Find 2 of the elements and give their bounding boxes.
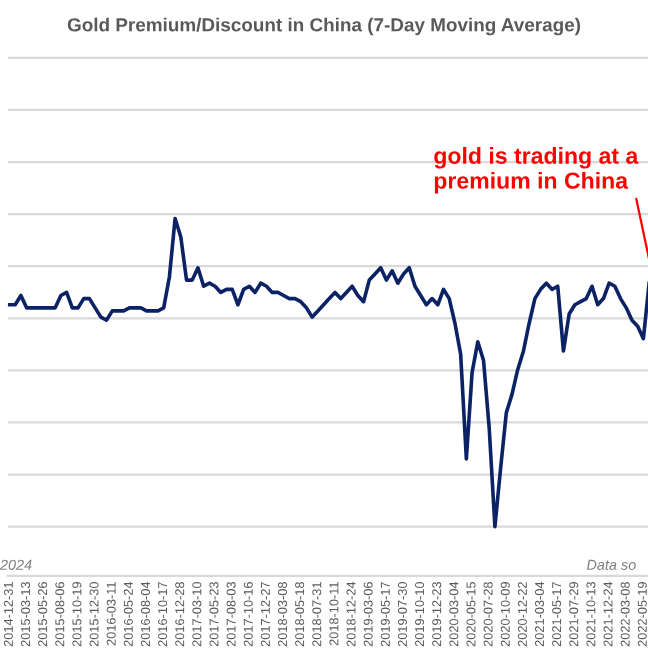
- text: gold is trading at a premium in China: [434, 146, 639, 194]
- chart-title: Gold Premium/Discount in China (7-Day Moving Average): [67, 17, 581, 36]
